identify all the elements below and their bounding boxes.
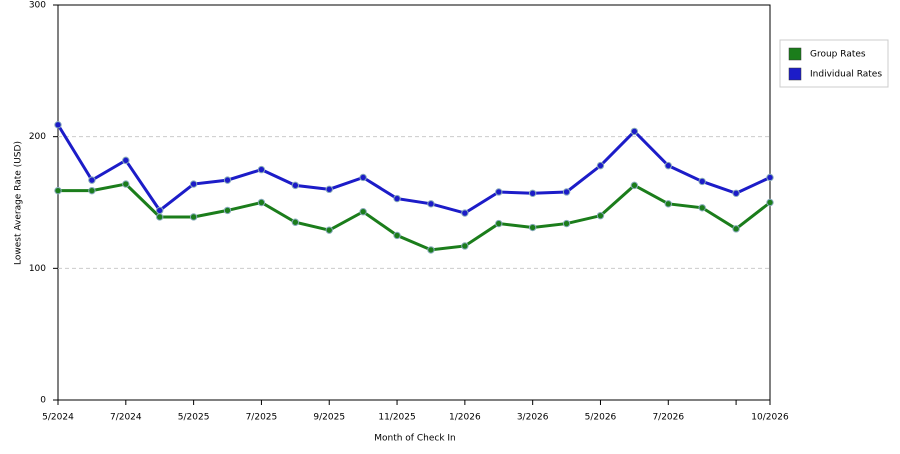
series-line bbox=[56, 124, 771, 215]
point bbox=[732, 189, 740, 197]
point bbox=[766, 198, 774, 207]
point bbox=[596, 161, 605, 170]
x-tick-label: 7/2026 bbox=[652, 413, 684, 423]
point bbox=[122, 156, 130, 165]
point bbox=[528, 223, 537, 232]
point bbox=[596, 211, 605, 220]
point bbox=[766, 173, 774, 182]
x-tick-label: 11/2025 bbox=[378, 413, 415, 423]
point bbox=[698, 177, 706, 186]
x-tick-label: 5/2024 bbox=[42, 413, 74, 423]
point bbox=[630, 127, 639, 136]
point bbox=[427, 246, 435, 254]
point bbox=[562, 188, 571, 196]
point bbox=[393, 231, 401, 240]
legend-label: Group Rates bbox=[810, 50, 866, 60]
point bbox=[698, 204, 706, 212]
point bbox=[189, 180, 198, 188]
point bbox=[630, 181, 639, 190]
y-tick-label: 0 bbox=[40, 396, 46, 406]
x-axis-label: Month of Check In bbox=[374, 434, 456, 444]
point bbox=[257, 165, 266, 174]
point bbox=[257, 198, 266, 207]
x-tick-label: 5/2026 bbox=[585, 413, 617, 423]
point bbox=[664, 200, 672, 208]
x-tick-label: 1/2026 bbox=[449, 413, 481, 423]
point bbox=[291, 218, 300, 226]
point bbox=[54, 121, 62, 129]
y-tick-label: 200 bbox=[29, 132, 46, 142]
point bbox=[54, 186, 62, 195]
point bbox=[732, 225, 740, 233]
point bbox=[291, 181, 300, 190]
legend-label: Individual Rates bbox=[810, 70, 882, 80]
y-tick-label: 300 bbox=[29, 1, 46, 11]
point bbox=[461, 209, 469, 217]
point bbox=[393, 194, 401, 203]
point bbox=[359, 173, 367, 182]
series-line bbox=[58, 182, 771, 252]
point bbox=[189, 213, 198, 221]
point bbox=[461, 242, 469, 250]
legend-swatch bbox=[788, 67, 802, 81]
point bbox=[664, 161, 672, 170]
point bbox=[223, 206, 232, 215]
point bbox=[495, 188, 503, 196]
point bbox=[359, 208, 367, 216]
x-tick-label: 3/2026 bbox=[517, 413, 549, 423]
point bbox=[495, 219, 503, 228]
point bbox=[122, 180, 130, 188]
point bbox=[88, 176, 96, 184]
point bbox=[562, 219, 571, 228]
point bbox=[528, 189, 537, 197]
point bbox=[325, 185, 333, 194]
x-tick-label: 7/2025 bbox=[246, 413, 278, 423]
x-tick-label: 5/2025 bbox=[178, 413, 210, 423]
point bbox=[156, 206, 164, 215]
point bbox=[325, 226, 333, 234]
point bbox=[223, 176, 232, 184]
x-tick-label: 9/2025 bbox=[313, 413, 345, 423]
y-axis-label: Lowest Average Rate (USD) bbox=[14, 141, 24, 265]
point bbox=[156, 213, 164, 221]
point bbox=[88, 186, 96, 195]
x-tick-label: 10/2026 bbox=[751, 413, 789, 423]
legend-swatch bbox=[788, 47, 802, 61]
x-tick-label: 7/2024 bbox=[110, 413, 142, 423]
y-tick-label: 100 bbox=[29, 264, 46, 274]
point bbox=[427, 200, 435, 208]
